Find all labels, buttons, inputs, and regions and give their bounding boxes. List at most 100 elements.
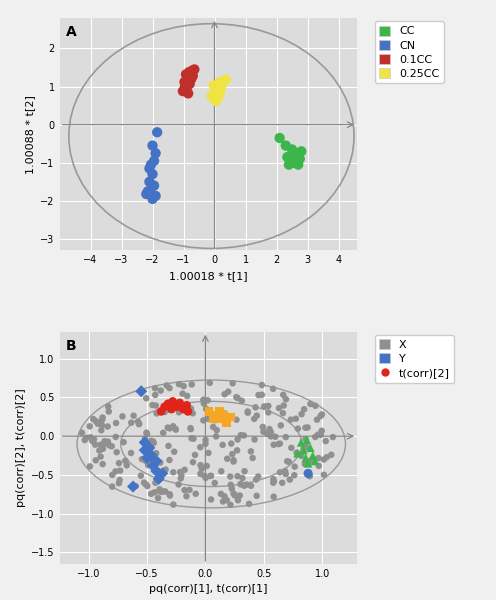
Point — [187, 74, 195, 84]
Point — [170, 500, 178, 509]
Point — [245, 499, 253, 509]
Point — [207, 494, 215, 504]
Point — [156, 484, 164, 494]
Point — [147, 188, 155, 198]
Point — [217, 415, 225, 424]
Point — [202, 473, 210, 482]
Point — [137, 386, 145, 396]
Point — [123, 461, 130, 470]
Point — [179, 404, 187, 414]
Point — [127, 418, 135, 427]
Point — [150, 181, 158, 190]
Point — [216, 89, 224, 98]
Point — [236, 491, 244, 500]
Point — [129, 411, 137, 421]
Point — [232, 491, 240, 500]
Point — [213, 83, 221, 92]
Point — [237, 479, 245, 489]
Point — [241, 466, 248, 476]
Point — [120, 437, 127, 447]
Point — [166, 490, 174, 499]
Point — [176, 467, 184, 477]
Point — [305, 458, 312, 467]
Point — [154, 493, 162, 503]
Point — [196, 469, 204, 479]
Point — [290, 158, 298, 167]
Point — [181, 81, 189, 91]
Point — [166, 401, 174, 410]
Point — [203, 461, 211, 470]
Point — [223, 417, 231, 427]
Point — [186, 485, 193, 495]
Point — [253, 411, 261, 421]
Point — [278, 478, 286, 488]
Point — [267, 427, 275, 437]
Point — [293, 152, 301, 162]
Point — [228, 449, 236, 459]
Point — [267, 431, 275, 441]
Point — [115, 478, 123, 488]
Point — [316, 411, 324, 421]
Point — [300, 445, 308, 455]
Point — [221, 389, 229, 399]
Point — [122, 456, 129, 466]
Point — [294, 160, 302, 169]
Point — [219, 497, 227, 506]
Point — [298, 451, 306, 461]
Point — [302, 434, 310, 444]
Point — [304, 458, 312, 468]
Point — [227, 480, 235, 490]
Point — [95, 446, 103, 455]
Point — [276, 133, 284, 143]
Point — [303, 435, 311, 445]
Point — [232, 392, 240, 402]
Point — [211, 86, 219, 96]
Point — [265, 424, 273, 434]
Point — [186, 424, 194, 433]
Point — [89, 414, 97, 424]
Point — [141, 445, 149, 455]
Point — [303, 442, 310, 452]
Point — [157, 386, 165, 395]
Point — [169, 421, 177, 431]
Point — [304, 422, 311, 432]
Point — [94, 419, 102, 428]
Point — [192, 489, 200, 499]
Point — [188, 409, 196, 418]
Point — [144, 456, 152, 466]
Point — [288, 145, 296, 154]
Point — [296, 154, 304, 164]
Point — [97, 452, 105, 461]
Point — [276, 467, 284, 477]
Point — [230, 488, 238, 498]
Point — [290, 470, 298, 480]
Point — [149, 141, 157, 151]
Point — [134, 416, 142, 426]
Point — [214, 92, 222, 102]
Point — [200, 399, 208, 409]
Point — [317, 430, 325, 440]
Point — [260, 401, 268, 411]
Point — [196, 460, 204, 470]
Point — [158, 469, 166, 478]
Point — [212, 431, 220, 441]
Point — [282, 433, 290, 442]
Point — [151, 487, 159, 497]
Point — [269, 384, 277, 394]
Point — [150, 156, 158, 166]
Point — [189, 457, 197, 467]
Point — [168, 404, 176, 414]
Point — [318, 410, 326, 419]
Point — [280, 401, 288, 410]
Point — [224, 387, 232, 397]
Point — [152, 148, 160, 158]
Point — [144, 187, 152, 196]
Point — [161, 487, 169, 496]
Point — [239, 473, 247, 483]
Point — [259, 422, 267, 432]
Point — [91, 440, 99, 449]
Point — [165, 441, 173, 451]
Point — [258, 380, 266, 390]
Point — [187, 404, 195, 413]
Point — [188, 66, 196, 76]
